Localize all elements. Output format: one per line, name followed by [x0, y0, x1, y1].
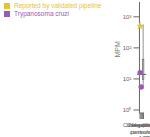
- html-text:Reported by validated pipeline: Reported by validated pipeline: [14, 2, 102, 9]
- svg-text:10¹: 10¹: [123, 76, 132, 82]
- svg-text:MPM: MPM: [114, 41, 121, 58]
- svg-text:Case-patient: Case-patient: [126, 122, 142, 128]
- svg-text:10²: 10²: [123, 45, 132, 51]
- svg-text:10³: 10³: [123, 14, 132, 20]
- svg-text:10⁰: 10⁰: [123, 106, 132, 113]
- html-text:Trypanosoma cruzi: Trypanosoma cruzi: [14, 10, 69, 17]
